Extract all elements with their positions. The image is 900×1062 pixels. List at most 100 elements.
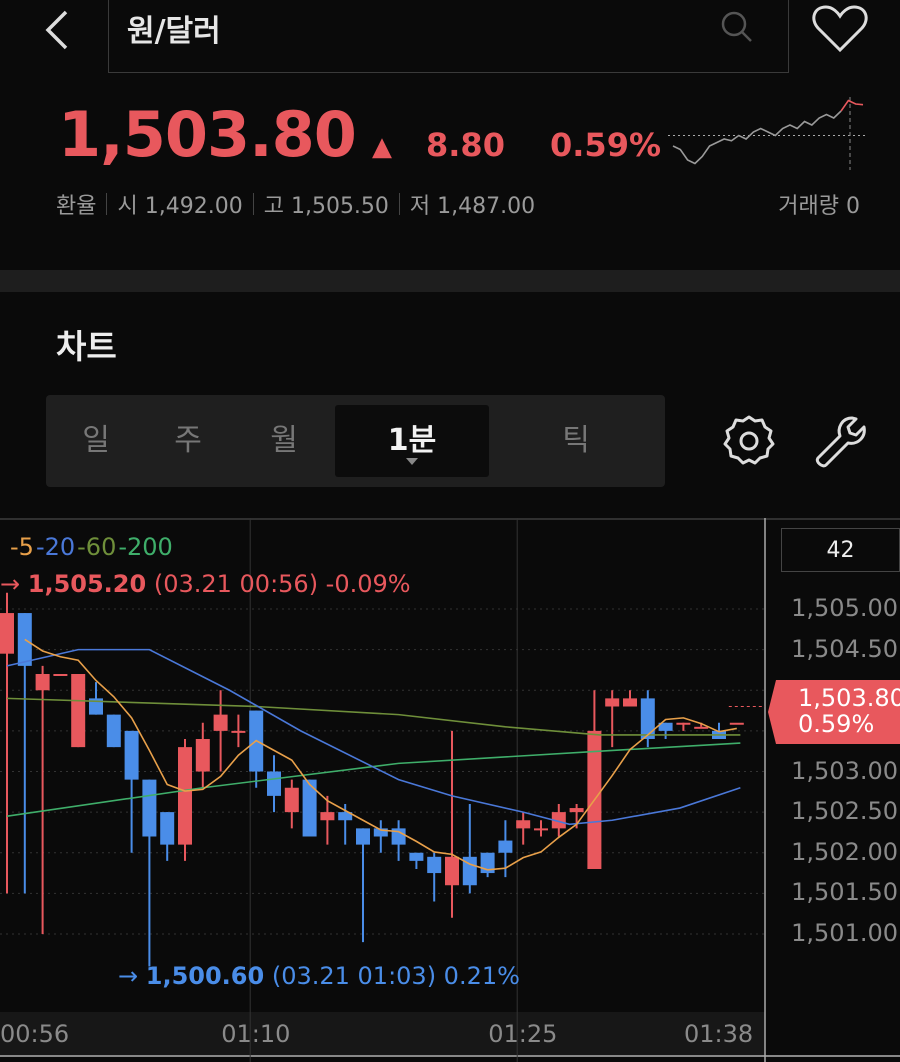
- candle-body: [356, 828, 370, 845]
- ma200-line: [6, 742, 741, 817]
- y-tick-label: 1,503.00: [791, 756, 898, 785]
- candle-body: [124, 730, 139, 780]
- x-tick-label: 01:10: [221, 1020, 291, 1048]
- gear-icon[interactable]: [720, 412, 778, 470]
- candle-body: [445, 856, 459, 886]
- tab-month[interactable]: 월: [270, 423, 298, 458]
- x-axis-band: [0, 1012, 765, 1056]
- low-annotation-detail: (03.21 01:03) 0.21%: [271, 962, 520, 990]
- candle-body: [89, 698, 103, 715]
- y-tick-label: 1,502.00: [791, 837, 898, 866]
- current-price: 1,503.80: [58, 98, 357, 171]
- low-annotation-price: 1,500.60: [145, 962, 265, 990]
- search-field[interactable]: 원/달러: [108, 0, 789, 73]
- candle-body: [427, 856, 442, 874]
- arrow-right-icon: →: [0, 570, 21, 598]
- candle-count-box[interactable]: 42: [781, 528, 900, 572]
- candle-body: [302, 779, 317, 837]
- candle-body: [676, 722, 691, 725]
- candle-body: [0, 613, 14, 654]
- volume: 거래량 0: [778, 194, 860, 219]
- tab-tick[interactable]: 틱: [562, 423, 590, 458]
- ma5-line: [24, 638, 737, 871]
- price-change-pct: 0.59%: [550, 126, 662, 164]
- candle-body: [178, 747, 192, 845]
- candle-body: [534, 828, 548, 831]
- high-value: 1,505.50: [290, 194, 389, 219]
- candle-body: [605, 698, 620, 707]
- candle-body: [71, 674, 86, 748]
- open-label: 시: [117, 194, 138, 219]
- sparkline-line: [672, 110, 842, 165]
- candle-body: [729, 722, 744, 725]
- candle-body: [640, 698, 655, 739]
- candle-body: [160, 812, 175, 845]
- current-price-tag-pct: 0.59%: [798, 710, 875, 738]
- x-tick-label: 01:25: [488, 1020, 558, 1048]
- rate-label: 환율: [56, 194, 97, 219]
- tab-1min[interactable]: 1분: [335, 405, 489, 477]
- low-label: 저: [409, 194, 431, 219]
- legend-ma200: -200: [118, 533, 173, 561]
- sparkline-line-recent: [840, 99, 864, 112]
- y-tick-label: 1,505.00: [791, 594, 898, 622]
- y-tick-label: 1,501.00: [791, 919, 898, 947]
- y-tick-label: 1,501.50: [791, 878, 898, 907]
- high-annotation-detail: (03.21 00:56) -0.09%: [153, 570, 411, 598]
- x-tick-label: 00:56: [0, 1020, 70, 1048]
- candle-body: [142, 779, 157, 837]
- ma20-line: [6, 648, 741, 826]
- high-annotation-price: 1,505.20: [27, 570, 147, 598]
- candle-body: [569, 808, 584, 813]
- search-value: 원/달러: [127, 14, 221, 49]
- ma-legend: -5 -20 -60 -200: [10, 533, 173, 561]
- ma60-line: [6, 697, 741, 736]
- candle-body: [516, 820, 531, 829]
- legend-ma60: -60: [77, 533, 117, 561]
- current-price-tag: 1,503.80 0.59%: [768, 680, 900, 744]
- candle-body: [284, 787, 299, 813]
- up-triangle-icon: ▲: [372, 132, 392, 162]
- candle-body: [231, 730, 246, 733]
- y-tick-label: 1,504.50: [791, 634, 898, 663]
- candle-body: [320, 812, 335, 821]
- arrow-right-icon: →: [118, 962, 139, 990]
- y-tick-label: 1,502.50: [791, 797, 898, 826]
- candle-body: [694, 726, 709, 729]
- wrench-icon[interactable]: [812, 412, 870, 470]
- candle-body: [373, 828, 388, 837]
- sparkline-chart: [668, 97, 868, 170]
- search-icon[interactable]: [720, 10, 754, 44]
- candle-body: [195, 739, 210, 772]
- candlestick-chart[interactable]: [0, 518, 900, 1062]
- current-price-tag-value: 1,503.80: [798, 684, 900, 712]
- low-value: 1,487.00: [437, 194, 536, 219]
- price-change: 8.80: [426, 126, 505, 164]
- legend-ma5: -5: [10, 533, 34, 561]
- candle-body: [106, 714, 121, 748]
- candle-body: [658, 722, 673, 731]
- legend-ma20: -20: [35, 533, 76, 561]
- back-chevron-icon[interactable]: [40, 8, 76, 52]
- low-annotation: → 1,500.60 (03.21 01:03) 0.21%: [118, 962, 520, 990]
- candle-body: [338, 812, 353, 821]
- candle-body: [35, 674, 50, 691]
- candle-body: [551, 812, 566, 829]
- x-tick-label: 01:38: [684, 1020, 754, 1048]
- candle-body: [53, 674, 68, 676]
- heart-icon[interactable]: [810, 2, 870, 54]
- open-value: 1,492.00: [144, 194, 243, 219]
- candle-body: [498, 840, 513, 853]
- candle-body: [409, 852, 424, 861]
- candle-body: [267, 771, 281, 796]
- candle-body: [391, 828, 406, 845]
- chart-section-title: 차트: [56, 327, 117, 366]
- period-tabs: 일 주 월 1분 틱: [46, 395, 665, 487]
- tab-day[interactable]: 일: [82, 423, 110, 458]
- tab-week[interactable]: 주: [174, 423, 202, 458]
- high-label: 고: [263, 194, 284, 219]
- candle-body: [623, 698, 637, 707]
- candle-body: [213, 714, 228, 731]
- high-annotation: → 1,505.20 (03.21 00:56) -0.09%: [0, 570, 411, 598]
- section-divider: [0, 270, 900, 292]
